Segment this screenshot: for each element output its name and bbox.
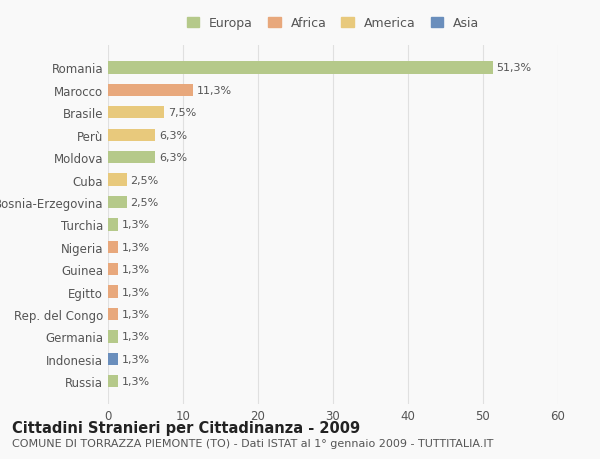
Bar <box>108 84 193 97</box>
Text: 1,3%: 1,3% <box>121 265 149 274</box>
Bar <box>108 174 127 186</box>
Text: 1,3%: 1,3% <box>121 242 149 252</box>
Bar <box>108 129 155 141</box>
Text: 1,3%: 1,3% <box>121 220 149 230</box>
Text: 1,3%: 1,3% <box>121 332 149 342</box>
Text: 6,3%: 6,3% <box>159 130 187 140</box>
Text: 1,3%: 1,3% <box>121 287 149 297</box>
Bar <box>108 375 118 388</box>
Text: 11,3%: 11,3% <box>197 86 232 95</box>
Text: 6,3%: 6,3% <box>159 153 187 163</box>
Bar <box>108 107 164 119</box>
Text: 2,5%: 2,5% <box>131 197 159 207</box>
Bar <box>108 62 493 74</box>
Text: Cittadini Stranieri per Cittadinanza - 2009: Cittadini Stranieri per Cittadinanza - 2… <box>12 420 360 435</box>
Bar <box>108 353 118 365</box>
Text: 1,3%: 1,3% <box>121 376 149 386</box>
Bar <box>108 330 118 343</box>
Text: 1,3%: 1,3% <box>121 354 149 364</box>
Text: 7,5%: 7,5% <box>168 108 196 118</box>
Bar <box>108 286 118 298</box>
Bar <box>108 219 118 231</box>
Bar <box>108 151 155 164</box>
Text: COMUNE DI TORRAZZA PIEMONTE (TO) - Dati ISTAT al 1° gennaio 2009 - TUTTITALIA.IT: COMUNE DI TORRAZZA PIEMONTE (TO) - Dati … <box>12 438 493 448</box>
Text: 2,5%: 2,5% <box>131 175 159 185</box>
Bar <box>108 196 127 209</box>
Legend: Europa, Africa, America, Asia: Europa, Africa, America, Asia <box>184 15 482 33</box>
Bar <box>108 308 118 320</box>
Text: 51,3%: 51,3% <box>497 63 532 73</box>
Text: 1,3%: 1,3% <box>121 309 149 319</box>
Bar <box>108 263 118 276</box>
Bar <box>108 241 118 253</box>
